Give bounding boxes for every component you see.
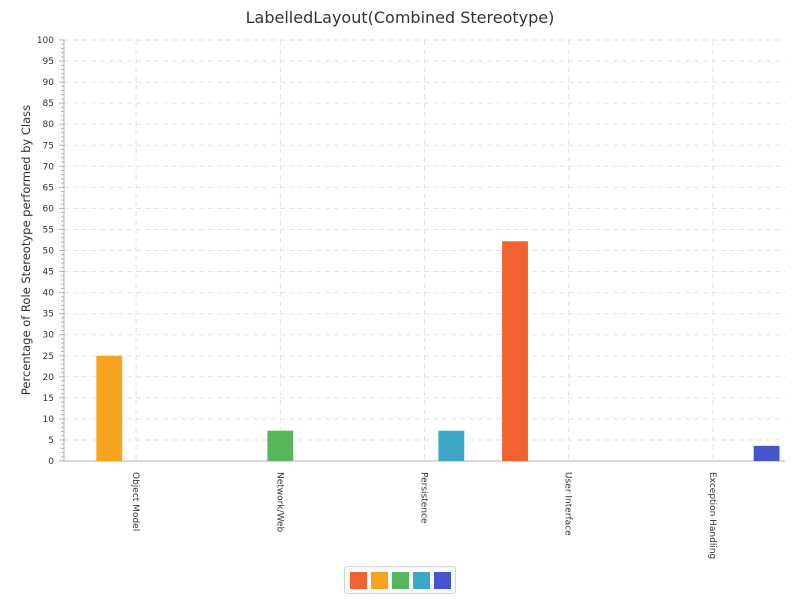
legend-swatch xyxy=(412,571,430,589)
y-tick-label: 65 xyxy=(43,183,54,193)
bar xyxy=(502,241,528,461)
bar xyxy=(267,430,294,461)
y-tick-label: 70 xyxy=(43,162,55,172)
bars xyxy=(96,241,780,461)
x-axis: Object Model Network/Web Persistence User I… xyxy=(130,472,717,559)
bar xyxy=(753,445,780,461)
y-tick-label: 55 xyxy=(43,225,54,235)
y-axis: 0 5 10 15 20 25 30 35 40 45 50 55 60 65 70 75 80 85 90 95 10… xyxy=(37,36,785,467)
y-tick-label: 50 xyxy=(43,247,55,257)
y-tick-label: 40 xyxy=(43,289,55,299)
y-tick-label: 35 xyxy=(43,310,54,320)
chart-title: LabelledLayout(Combined Stereotype) xyxy=(246,8,555,27)
x-tick-label: Exception Handling xyxy=(707,472,717,559)
y-tick-label: 60 xyxy=(43,204,55,214)
y-tick-label: 90 xyxy=(43,78,55,88)
grid xyxy=(64,39,785,461)
y-axis-label: Percentage of Role Stereotype performed … xyxy=(19,105,33,395)
y-tick-label: 10 xyxy=(43,415,55,425)
legend-swatch xyxy=(433,571,451,589)
x-tick-label: Object Model xyxy=(130,472,140,531)
y-tick-label: 0 xyxy=(48,457,54,467)
x-tick-label: User Interface xyxy=(563,472,573,536)
bar xyxy=(96,355,123,461)
y-tick-label: 75 xyxy=(43,141,54,151)
bar xyxy=(438,430,465,461)
y-tick-label: 85 xyxy=(43,99,54,109)
legend-swatch xyxy=(349,571,367,589)
x-tick-label: Network/Web xyxy=(274,472,284,533)
x-tick-label: Persistence xyxy=(419,472,429,524)
y-tick-label: 25 xyxy=(43,352,54,362)
y-tick-label: 45 xyxy=(43,268,54,278)
y-tick-label: 15 xyxy=(43,394,54,404)
y-tick-label: 30 xyxy=(43,331,55,341)
y-tick-label: 20 xyxy=(43,373,55,383)
y-tick-label: 95 xyxy=(43,57,54,67)
legend-swatch xyxy=(391,571,409,589)
legend-swatch xyxy=(370,571,388,589)
y-tick-label: 5 xyxy=(48,436,54,446)
y-tick-label: 80 xyxy=(43,120,55,130)
legend xyxy=(344,566,456,594)
y-tick-label: 100 xyxy=(37,36,54,46)
